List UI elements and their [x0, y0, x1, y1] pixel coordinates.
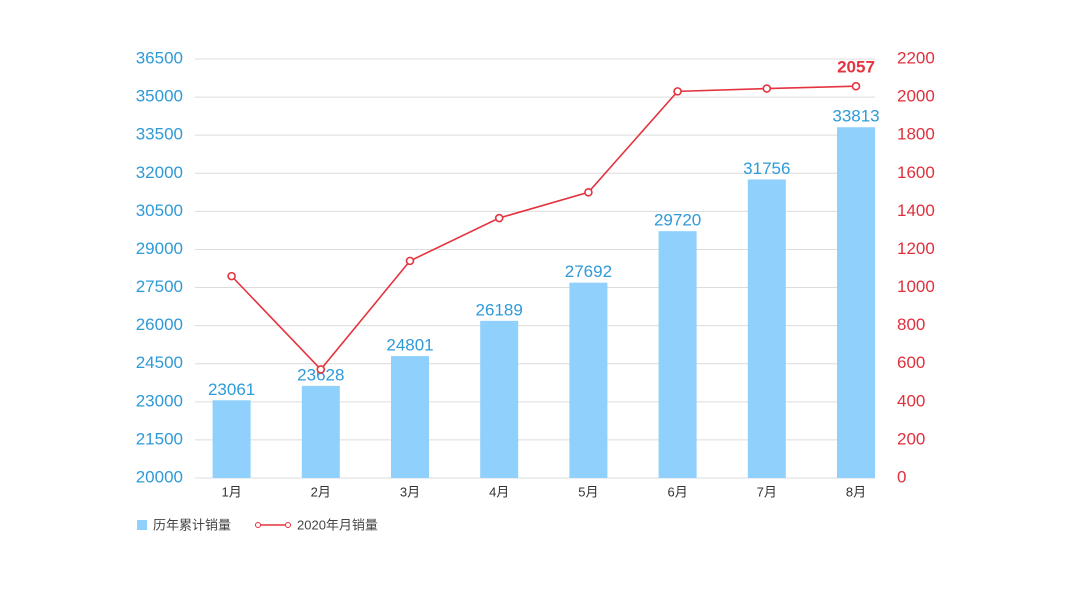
x-tick-label: 4月 — [489, 484, 509, 499]
y2-tick-label: 1200 — [897, 239, 935, 258]
bar — [837, 127, 875, 478]
bar-label: 29720 — [654, 211, 701, 230]
x-tick-label: 5月 — [578, 484, 598, 499]
y-tick-label: 36500 — [136, 48, 183, 67]
y-tick-label: 27500 — [136, 277, 183, 296]
legend-label: 2020年月销量 — [297, 517, 378, 532]
y-tick-label: 20000 — [136, 467, 183, 486]
bar-label: 23628 — [297, 365, 344, 384]
line-point — [316, 365, 326, 374]
y2-tick-label: 800 — [897, 315, 925, 334]
y2-tick-label: 400 — [897, 391, 925, 410]
y2-tick-label: 200 — [897, 429, 925, 448]
y-tick-label: 24500 — [136, 353, 183, 372]
line-point — [673, 87, 682, 96]
y-tick-label: 30500 — [136, 201, 183, 220]
bar — [747, 179, 786, 478]
x-tick-label: 3月 — [400, 484, 420, 499]
bar — [212, 400, 251, 478]
y2-tick-label: 2200 — [897, 48, 935, 67]
y-tick-label: 23000 — [136, 391, 183, 410]
bar-label: 33813 — [832, 107, 879, 126]
y-tick-label: 35000 — [136, 87, 183, 106]
legend-swatch — [285, 522, 292, 528]
y2-tick-label: 1000 — [897, 277, 935, 296]
x-tick-label: 6月 — [667, 484, 687, 499]
y2-tick-label: 600 — [897, 353, 925, 372]
y2-tick-label: 1600 — [897, 163, 935, 182]
x-tick-label: 1月 — [221, 484, 241, 499]
legend-swatch — [137, 520, 147, 530]
y-tick-label: 33500 — [136, 125, 183, 144]
bar-label: 26189 — [476, 300, 523, 319]
bar — [391, 356, 429, 478]
line-label: 2057 — [837, 58, 875, 77]
bar — [301, 385, 340, 478]
bar — [480, 320, 519, 478]
y2-tick-label: 2000 — [897, 87, 935, 106]
bar — [658, 231, 697, 478]
y-tick-label: 32000 — [136, 163, 183, 182]
line-point — [227, 271, 236, 281]
y2-tick-label: 1400 — [897, 201, 935, 220]
line-point — [405, 256, 415, 266]
line-point — [494, 213, 504, 223]
line — [231, 85, 857, 371]
x-tick-label: 8月 — [846, 484, 866, 499]
legend-swatch — [255, 522, 262, 528]
x-tick-label: 7月 — [757, 484, 777, 499]
y-tick-label: 26000 — [136, 315, 183, 334]
y2-tick-label: 1800 — [897, 125, 935, 144]
x-tick-label: 2月 — [311, 484, 331, 499]
bar-label: 23061 — [208, 380, 255, 399]
y-tick-label: 29000 — [136, 239, 183, 258]
y-tick-label: 21500 — [136, 429, 183, 448]
y2-tick-label: 0 — [897, 467, 906, 486]
bar-label: 27692 — [565, 262, 612, 281]
legend-label: 历年累计销量 — [153, 517, 231, 532]
bar — [569, 282, 608, 478]
line-point — [584, 188, 593, 197]
bar-label: 31756 — [743, 159, 790, 178]
line-point — [851, 81, 861, 91]
bar-label: 24801 — [386, 336, 433, 355]
line-point — [762, 84, 772, 93]
